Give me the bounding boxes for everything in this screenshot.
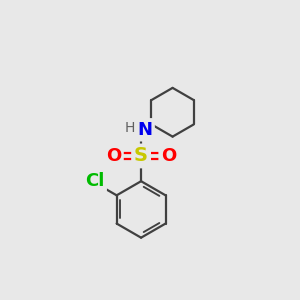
Text: H: H <box>124 121 135 135</box>
Text: O: O <box>161 147 176 165</box>
Text: S: S <box>134 146 148 165</box>
Text: O: O <box>106 147 121 165</box>
Text: Cl: Cl <box>85 172 104 190</box>
Text: N: N <box>137 121 152 139</box>
